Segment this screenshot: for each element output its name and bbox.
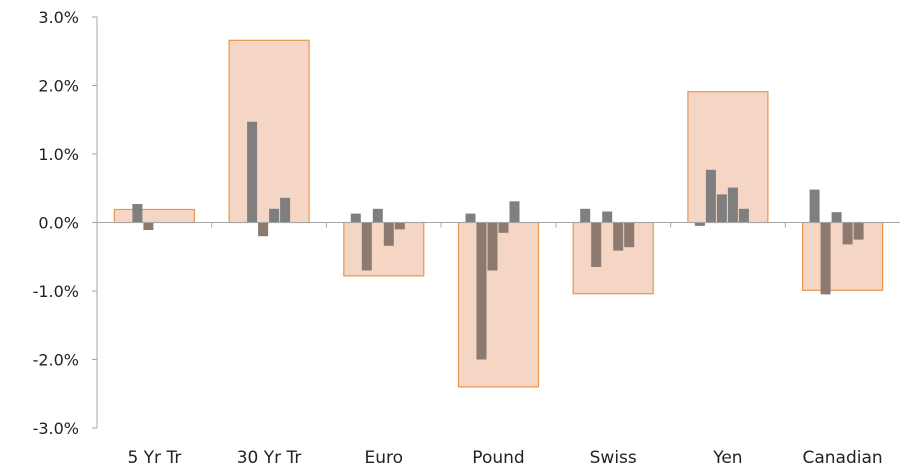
y-tick-label: 3.0% — [38, 8, 79, 27]
component-bar — [820, 222, 831, 295]
component-bar — [853, 222, 864, 240]
component-bar — [350, 213, 361, 223]
bars-layer — [113, 39, 884, 388]
component-bar — [580, 208, 591, 223]
category-label: 5 Yr Tr — [127, 448, 181, 468]
labels-layer: 5 Yr Tr 30 Yr Tr Euro Pound Swiss Yen Canadian… — [33, 8, 883, 468]
y-tick-label: -2.0% — [33, 351, 79, 370]
component-bar — [727, 187, 738, 223]
component-bar — [132, 204, 143, 223]
component-bar — [269, 208, 280, 223]
component-bar — [280, 197, 291, 223]
component-bar — [372, 208, 383, 223]
category-label: Euro — [365, 448, 404, 468]
component-bar — [383, 222, 394, 246]
component-bar — [509, 201, 520, 223]
component-bar — [258, 222, 269, 237]
component-bar — [487, 222, 498, 271]
bar-yen — [687, 91, 769, 224]
component-bar — [809, 189, 820, 223]
component-bar — [624, 222, 635, 248]
component-bar — [143, 222, 154, 230]
category-label: Yen — [712, 448, 742, 468]
bar-canadian — [801, 221, 884, 291]
component-bar — [247, 121, 258, 223]
component-bar — [498, 222, 509, 233]
category-label: 30 Yr Tr — [237, 448, 302, 468]
bar-pound — [457, 221, 540, 388]
component-bar — [842, 222, 853, 245]
y-tick-label: -3.0% — [33, 419, 79, 438]
component-bar — [602, 211, 613, 223]
component-bar — [716, 194, 727, 223]
y-tick-label: 1.0% — [38, 145, 79, 164]
bar-5-yr-tr — [113, 208, 196, 224]
component-bar — [591, 222, 602, 267]
y-tick-label: 2.0% — [38, 77, 79, 96]
category-label: Canadian — [803, 448, 883, 468]
y-tick-label: -1.0% — [33, 282, 79, 301]
component-bar — [705, 169, 716, 223]
component-bar — [694, 222, 705, 226]
component-bar — [476, 222, 487, 360]
component-bar — [465, 213, 476, 223]
component-bar — [738, 208, 749, 223]
bar-30-yr-tr — [228, 39, 310, 224]
component-bar — [361, 222, 372, 271]
category-label: Swiss — [590, 448, 637, 468]
category-label: Pound — [472, 448, 524, 468]
y-tick-label: 0.0% — [38, 214, 79, 233]
component-bar — [831, 212, 842, 223]
axes-layer — [92, 16, 900, 429]
component-bar — [613, 222, 624, 251]
component-bar — [394, 222, 405, 230]
